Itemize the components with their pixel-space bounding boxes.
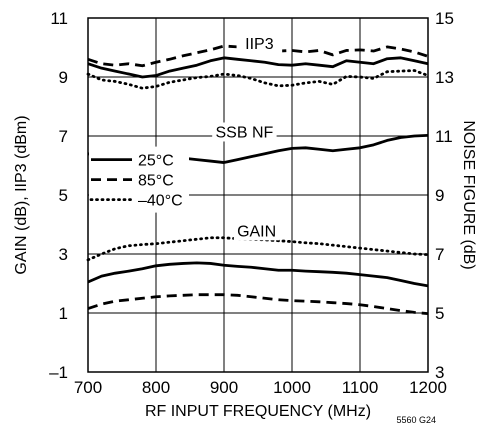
right-axis-ticks: 3 5 7 9 11 13 15 — [435, 9, 454, 382]
y-tick-label: 1 — [59, 304, 68, 323]
x-tick-label: 900 — [210, 378, 238, 397]
y-tick-label: 3 — [59, 245, 68, 264]
legend: 25°C 85°C –40°C — [89, 146, 189, 213]
annotation-iip3-bg — [236, 33, 283, 53]
x-axis-ticks: 700 800 900 1000 1100 1200 — [74, 378, 447, 397]
series-iip3-dashed — [87, 44, 429, 68]
annotation-ssb-nf: SSB NF — [216, 124, 274, 141]
annotation-iip3: IIP3 — [245, 36, 274, 53]
x-axis-title: RF INPUT FREQUENCY (MHz) — [145, 403, 371, 420]
y2-tick-label: 3 — [435, 363, 444, 382]
series-gain-dotted — [86, 236, 430, 262]
annotation-ssb-nf-bg — [212, 122, 277, 142]
legend-label-dashed: 85°C — [138, 173, 174, 190]
x-tick-label: 1100 — [342, 378, 379, 397]
x-tick-label: 1200 — [409, 378, 447, 397]
x-tick-label: 800 — [142, 378, 170, 397]
y2-tick-label: 9 — [435, 186, 444, 205]
y2-tick-label: 13 — [435, 68, 454, 87]
legend-background — [89, 146, 189, 213]
y2-tick-label: 5 — [435, 304, 444, 323]
annotation-gain: GAIN — [237, 223, 276, 240]
figure-number: 5560 G24 — [396, 415, 436, 425]
y2-tick-label: 15 — [435, 9, 454, 28]
series-annotations: IIP3 SSB NF GAIN — [212, 33, 283, 241]
left-axis-title: GAIN (dB), IIP3 (dBm) — [13, 115, 30, 274]
series-iip3-dotted — [86, 69, 430, 90]
series-gain-solid — [87, 261, 429, 288]
y2-tick-label: 11 — [435, 127, 453, 146]
y-tick-label: 5 — [59, 186, 68, 205]
y-tick-label: 7 — [59, 127, 68, 146]
series-iip3-solid — [87, 56, 429, 79]
right-axis-title: NOISE FIGURE (dB) — [460, 120, 477, 269]
annotation-gain-bg — [233, 221, 280, 241]
x-tick-label: 1000 — [273, 378, 311, 397]
legend-label-dotted: –40°C — [138, 193, 183, 210]
y-tick-label: 11 — [50, 9, 68, 28]
y2-tick-label: 7 — [435, 245, 444, 264]
plot-frame — [87, 17, 429, 373]
left-axis-ticks: –1 1 3 5 7 9 11 — [49, 9, 68, 382]
x-tick-label: 700 — [74, 378, 102, 397]
y-tick-label: –1 — [49, 363, 68, 382]
legend-label-solid: 25°C — [138, 153, 174, 170]
y-tick-label: 9 — [59, 68, 68, 87]
series-gain-dashed — [87, 293, 429, 315]
